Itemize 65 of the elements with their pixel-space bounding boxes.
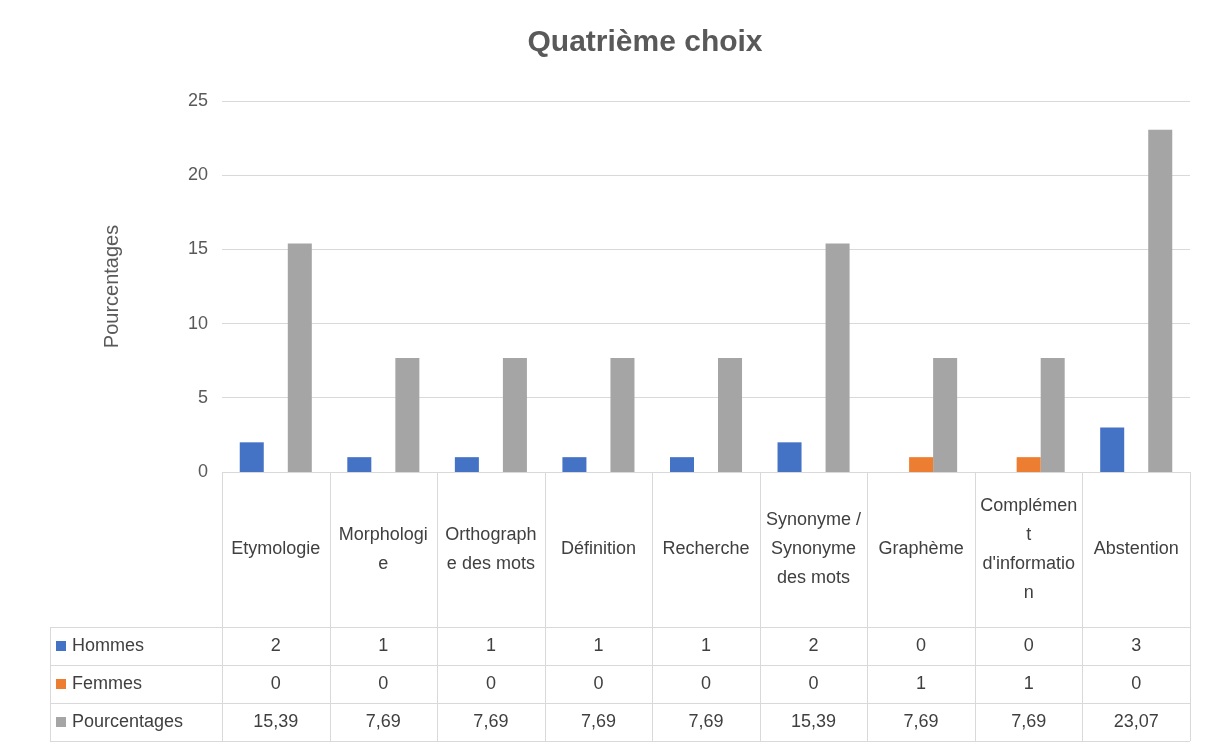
data-label: 7,69 (1011, 710, 1047, 731)
x-tick-label: Recherche (662, 538, 750, 559)
data-label: 0 (378, 672, 389, 693)
data-label: 7,69 (903, 710, 939, 731)
bar (669, 457, 694, 472)
x-tick-label: Graphème (878, 538, 964, 559)
data-label: 15,39 (791, 710, 837, 731)
bar (395, 357, 420, 472)
data-label: 1 (700, 634, 712, 655)
bar (287, 243, 312, 472)
bar (1040, 357, 1065, 472)
bar (1148, 129, 1173, 472)
bar (610, 357, 635, 472)
x-tick-label: Morphologie (338, 523, 428, 573)
y-tick-label: 20 (187, 164, 208, 185)
data-label: 0 (808, 672, 819, 693)
data-label: 7,69 (473, 710, 509, 731)
data-label: 7,69 (580, 710, 616, 731)
data-label: 0 (700, 672, 712, 693)
y-tick-label: 25 (187, 89, 208, 110)
chart-title: Quatrième choix (527, 24, 763, 58)
data-label: 2 (270, 634, 281, 655)
legend-label: Pourcentages (72, 710, 184, 731)
data-label: 0 (916, 634, 927, 655)
data-label: 23,07 (1113, 710, 1159, 731)
bar (454, 457, 479, 472)
bar (502, 357, 527, 472)
bar (239, 442, 264, 472)
x-tick-label: Abstention (1093, 538, 1179, 559)
x-tick-label: Complément d'information (980, 494, 1078, 602)
data-label: 7,69 (365, 710, 401, 731)
legend-label: Femmes (72, 672, 143, 693)
data-label: 1 (1023, 672, 1034, 693)
bar (718, 357, 743, 472)
bar (825, 243, 850, 472)
y-tick-label: 10 (187, 312, 208, 333)
data-label: 0 (270, 672, 281, 693)
legend-label: Hommes (72, 634, 145, 655)
data-label: 1 (916, 672, 927, 693)
data-label: 0 (1131, 672, 1142, 693)
data-label: 0 (1023, 634, 1034, 655)
y-tick-label: 0 (197, 460, 208, 481)
y-tick-label: 5 (197, 386, 208, 407)
data-label: 1 (485, 634, 496, 655)
bar (933, 357, 958, 472)
bar (347, 457, 372, 472)
data-label: 0 (485, 672, 496, 693)
data-label: 15,39 (253, 710, 299, 731)
bar (1016, 457, 1041, 472)
x-tick-label: Orthographe des mots (445, 523, 537, 573)
y-tick-label: 15 (187, 238, 208, 259)
data-label: 2 (808, 634, 819, 655)
bar (562, 457, 587, 472)
data-label: 1 (378, 634, 389, 655)
bar (909, 457, 934, 472)
x-tick-label: Etymologie (231, 538, 321, 559)
data-label: 3 (1131, 634, 1142, 655)
bar (1100, 427, 1125, 472)
bar (777, 442, 802, 472)
y-axis-title: Pourcentages (99, 224, 122, 349)
x-tick-label: Synonyme / Synonyme des mots (766, 509, 862, 588)
x-tick-label: Définition (560, 538, 636, 559)
data-label: 0 (593, 672, 604, 693)
data-label: 1 (593, 634, 604, 655)
data-label: 7,69 (688, 710, 724, 731)
